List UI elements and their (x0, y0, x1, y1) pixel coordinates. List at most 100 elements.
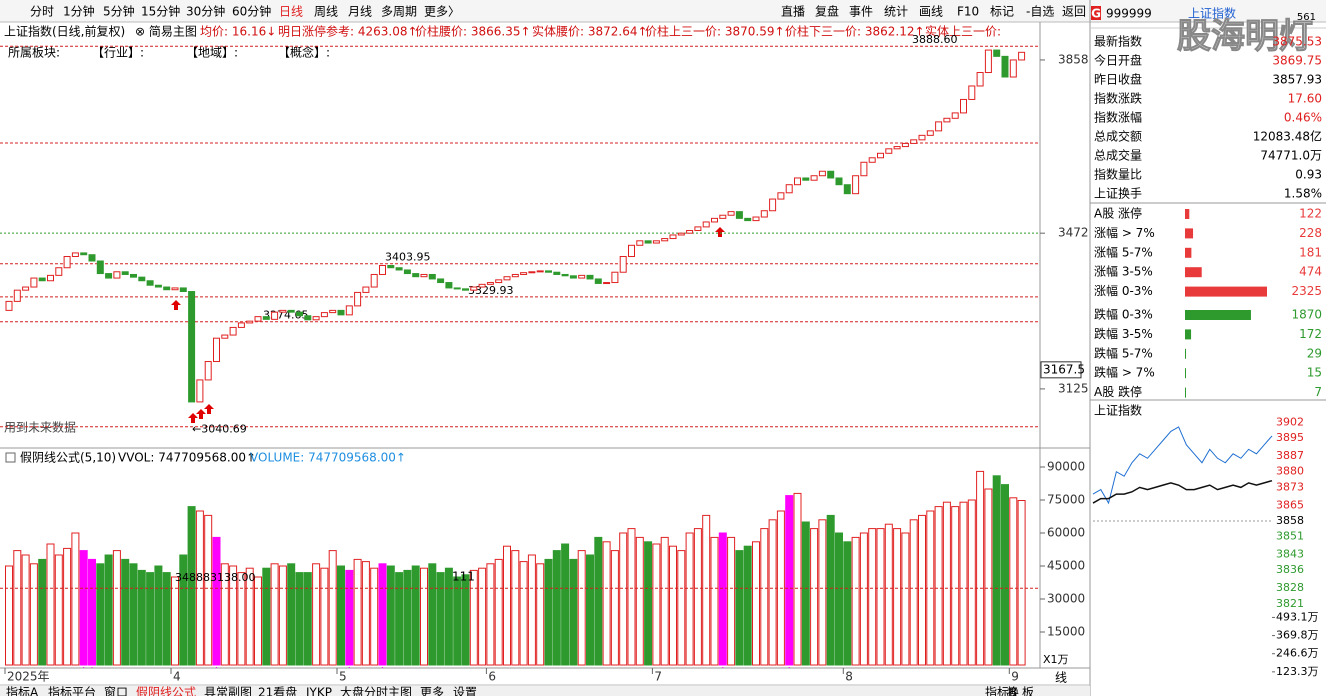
volume-bar (370, 567, 379, 666)
breadth-value: 15 (1307, 366, 1322, 380)
toolbar-item[interactable]: 统计 (884, 5, 908, 19)
toolbar-item[interactable]: 5分钟 (103, 4, 135, 19)
candle (511, 273, 519, 278)
candle (794, 177, 801, 186)
volume-bar (353, 558, 362, 666)
toolbar-item[interactable]: 15分钟 (141, 4, 180, 19)
toolbar-item[interactable]: -自选 (1026, 5, 1054, 19)
month-label: 4 (173, 670, 181, 684)
candle (113, 271, 121, 279)
candle (229, 326, 237, 336)
candle (13, 289, 21, 302)
candle (412, 273, 420, 278)
bottom-tab[interactable]: 假阴线公式 (136, 686, 196, 696)
volume-bar (1009, 497, 1018, 666)
candle (644, 240, 652, 244)
toolbar-item[interactable]: 60分钟 (232, 4, 271, 19)
candle (827, 170, 835, 179)
bottom-tab[interactable]: 指标B (985, 685, 1017, 696)
candle (760, 210, 768, 218)
info-item: 价柱下三一价: 3862.12↑ (785, 24, 925, 39)
candle (354, 291, 362, 307)
bottom-tab[interactable]: 指标A (6, 685, 39, 696)
breadth-label: A股 涨停 (1094, 206, 1142, 221)
toolbar-item[interactable]: 返回 (1062, 5, 1086, 19)
volume-bar (503, 545, 511, 666)
volume-bar (693, 528, 702, 666)
toolbar-item[interactable]: 周线 (314, 5, 338, 19)
bottom-tab[interactable]: 具常副图 (204, 686, 252, 696)
stat-value: 1.58% (1284, 187, 1322, 201)
toolbar-item[interactable]: 30分钟 (186, 4, 225, 19)
volume-bar (79, 550, 88, 666)
volume-bar (162, 572, 171, 666)
bottom-tab[interactable]: 线 (1055, 671, 1067, 685)
toolbar-item[interactable]: 直播 (781, 5, 805, 19)
mini-tick-label: 3887 (1276, 449, 1304, 462)
volume-bar (328, 550, 337, 666)
mini-tick-label: 3821 (1276, 597, 1304, 610)
candle (926, 130, 934, 136)
toolbar-item[interactable]: 事件 (849, 5, 873, 19)
cursor-label: 3167.5 (1043, 362, 1085, 376)
bottom-tab[interactable]: 指标平台 (48, 685, 96, 696)
volume-bar (752, 541, 760, 666)
candle (329, 309, 337, 314)
bottom-tab[interactable]: JYKP (305, 686, 332, 696)
candle (520, 272, 528, 275)
toolbar-item[interactable]: 画线 (919, 5, 943, 19)
volume-bar (527, 554, 536, 666)
volume-bar (312, 563, 321, 666)
bottom-tab[interactable]: 窗口 (104, 686, 128, 696)
stat-label: 指数量比 (1094, 167, 1142, 182)
toolbar-item[interactable]: 复盘 (815, 4, 839, 19)
candle (553, 271, 561, 275)
candle (486, 282, 494, 285)
bottom-tab[interactable]: 大盘分时主图 (340, 685, 412, 696)
volume-bar (835, 532, 843, 666)
index-name: 上证指数 (1188, 6, 1236, 21)
candle (130, 273, 137, 278)
bottom-tab[interactable]: 更多 (420, 686, 444, 696)
toolbar-item[interactable]: 1分钟 (63, 4, 95, 19)
volume-bar (826, 514, 835, 666)
month-label: 9 (1011, 670, 1019, 684)
mini-tick-label: 3873 (1276, 480, 1304, 493)
toolbar-item[interactable]: 分时 (30, 5, 54, 19)
toolbar-item[interactable]: 多周期 (381, 5, 417, 19)
v-tick-label: 30000 (1047, 592, 1085, 606)
volume-bar (121, 558, 130, 666)
bottom-tab[interactable]: 设置 (453, 686, 477, 696)
candle (312, 316, 320, 321)
candle (1018, 51, 1026, 61)
candle (138, 276, 146, 282)
volume-bar (469, 569, 478, 666)
breadth-bar (1185, 209, 1190, 219)
volume-bar (984, 488, 993, 666)
breadth-value: 172 (1299, 327, 1322, 341)
breadth-label: 涨幅 5-7% (1094, 244, 1153, 259)
candle (470, 286, 478, 291)
breadth-value: 122 (1299, 207, 1322, 221)
header-icon (5, 452, 16, 463)
bottom-tab[interactable]: 板 (1022, 686, 1034, 696)
breadth-label: 跌幅 3-5% (1094, 326, 1153, 341)
toolbar-item[interactable]: F10 (957, 5, 979, 19)
sector-item: 【地域】: (186, 46, 238, 60)
volume-bar (569, 558, 578, 666)
toolbar-item[interactable]: 月线 (348, 5, 372, 19)
candle (727, 211, 735, 216)
breadth-bar (1185, 387, 1186, 398)
volume-bar (478, 567, 487, 666)
volume-bar (461, 574, 470, 666)
toolbar-item[interactable]: 更多〉 (424, 5, 460, 19)
bottom-tab[interactable]: 21看盘 (258, 685, 297, 696)
toolbar-item[interactable]: 标记 (990, 5, 1014, 19)
breadth-bar (1185, 267, 1202, 278)
toolbar-item[interactable]: 日线 (279, 5, 303, 19)
v-tick-label: 45000 (1047, 559, 1085, 573)
candle (121, 271, 129, 275)
bottom-tab[interactable]: 换 (1007, 686, 1019, 696)
candle (843, 184, 851, 195)
mini-v-label: 123.3万 (1276, 665, 1319, 678)
